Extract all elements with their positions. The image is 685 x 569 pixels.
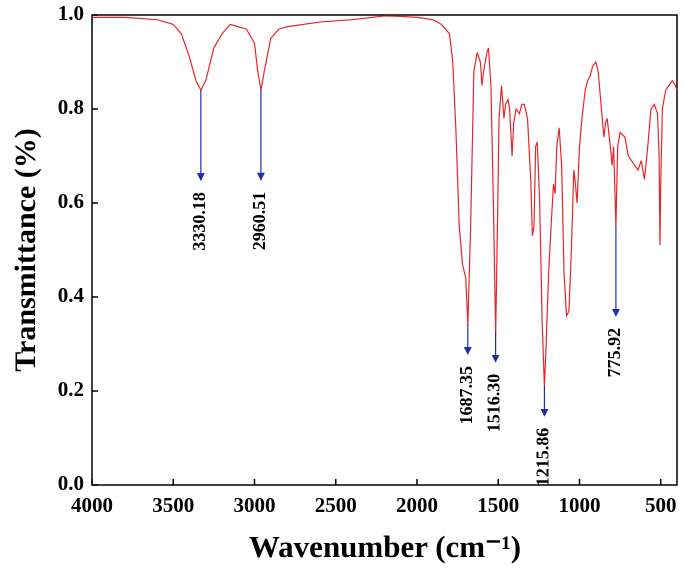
- spectrum-line: [92, 15, 678, 387]
- x-tick-label: 1000: [559, 493, 601, 517]
- x-tick-label: 3000: [234, 493, 276, 517]
- plot-frame: [91, 14, 678, 486]
- x-axis-title: Wavenumber (cm⁻¹): [249, 529, 521, 564]
- peak-label: 1516.30: [484, 374, 504, 433]
- peak-label: 3330.18: [189, 192, 209, 251]
- x-tick-label: 3500: [152, 493, 194, 517]
- x-tick-label: 2000: [396, 493, 438, 517]
- y-tick-label: 0.4: [58, 283, 85, 307]
- x-tick-label: 2500: [315, 493, 357, 517]
- y-tick-label: 0.2: [58, 377, 84, 401]
- peak-label: 1687.35: [456, 366, 476, 425]
- peak-label: 2960.51: [249, 192, 269, 251]
- y-tick-label: 0.6: [58, 189, 84, 213]
- y-tick-label: 0.0: [58, 471, 84, 495]
- y-tick-label: 0.8: [58, 95, 84, 119]
- y-tick-label: 1.0: [58, 1, 84, 25]
- peak-label: 1215.86: [533, 428, 553, 487]
- y-axis-title: Transmittance (%): [9, 128, 42, 372]
- x-tick-label: 1500: [477, 493, 519, 517]
- peak-label: 775.92: [604, 328, 624, 378]
- x-tick-label: 4000: [71, 493, 113, 517]
- x-tick-label: 500: [645, 493, 677, 517]
